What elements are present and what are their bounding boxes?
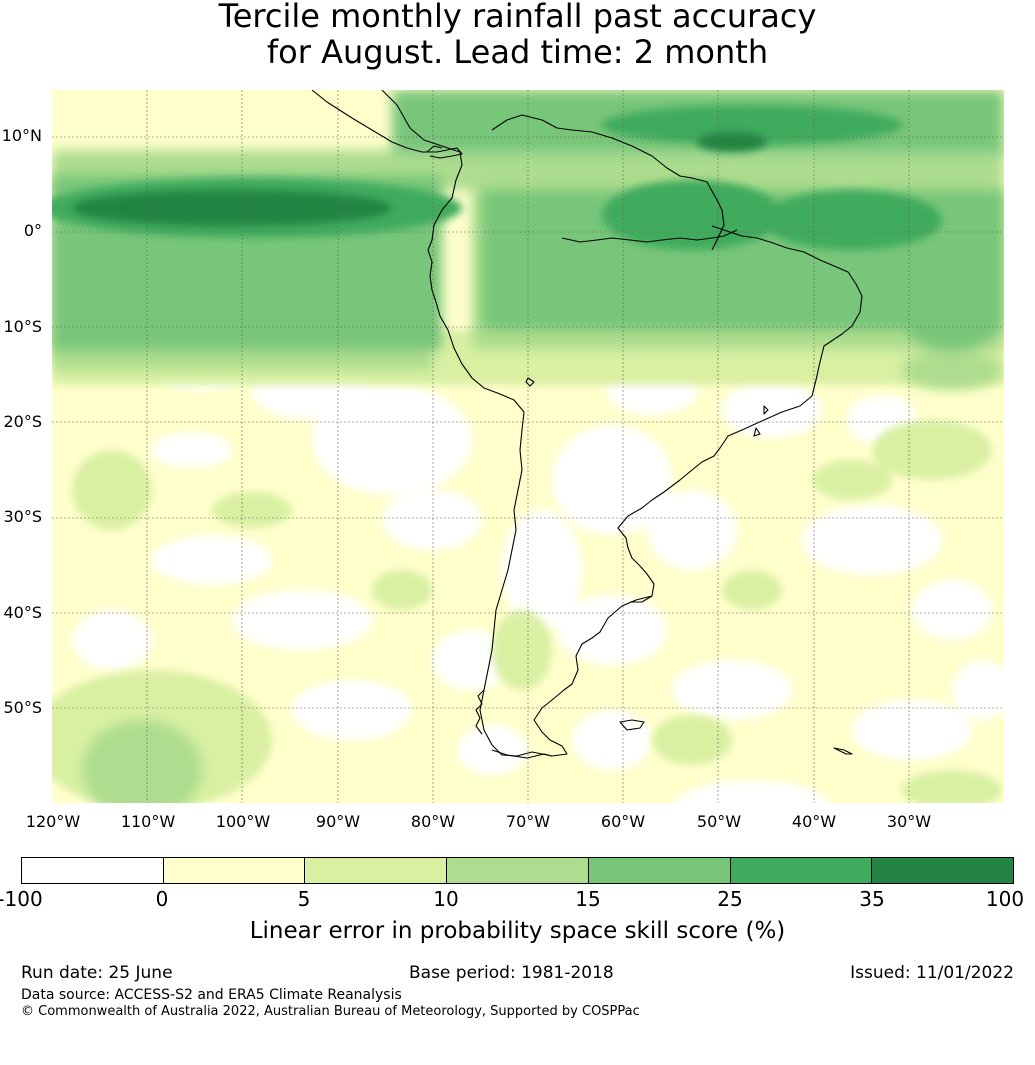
run-date: Run date: 25 June (21, 963, 173, 983)
lat-label-0: 0° (23, 221, 42, 240)
colorbar-segment-25-35 (730, 858, 873, 883)
colorbar-tick-neg100: -100 (0, 887, 43, 911)
lon-label-120w: 120°W (25, 812, 81, 831)
central-america-coast (311, 90, 463, 159)
lon-label-50w: 50°W (696, 812, 742, 831)
lake-island-1 (763, 405, 769, 415)
tierra-del-fuego (491, 749, 553, 759)
colorbar-segment-15-25 (588, 858, 731, 883)
data-source: Data source: ACCESS-S2 and ERA5 Climate … (21, 987, 402, 1003)
lon-label-80w: 80°W (410, 812, 456, 831)
lat-label-50s: 50°S (3, 698, 42, 717)
caribbean-coast (381, 90, 725, 251)
south-america-coast (427, 151, 863, 757)
lat-label-20s: 20°S (3, 412, 42, 431)
lon-label-60w: 60°W (600, 812, 646, 831)
copyright: © Commonwealth of Australia 2022, Austra… (21, 1004, 640, 1019)
colorbar (21, 857, 1014, 884)
colorbar-segment-35-100 (872, 858, 1014, 883)
colorbar-tick-25: 25 (717, 887, 743, 911)
lat-label-40s: 40°S (3, 603, 42, 622)
colorbar-segment-0-5 (163, 858, 306, 883)
lon-label-70w: 70°W (505, 812, 551, 831)
falkland-islands (619, 719, 645, 731)
coastline (311, 90, 863, 759)
lon-label-30w: 30°W (886, 812, 932, 831)
lon-label-100w: 100°W (215, 812, 271, 831)
chile-fjords (475, 689, 485, 735)
lat-label-30s: 30°S (3, 507, 42, 526)
map-title-line-2: for August. Lead time: 2 month (266, 33, 769, 71)
graticule (52, 90, 1004, 803)
colorbar-segment-10-15 (447, 858, 589, 883)
colorbar-tick-15: 15 (575, 887, 601, 911)
lon-label-110w: 110°W (120, 812, 176, 831)
lon-label-40w: 40°W (791, 812, 837, 831)
map-title-line-1: Tercile monthly rainfall past accuracy (218, 0, 817, 35)
lake-island-2 (753, 427, 761, 437)
colorbar-label: Linear error in probability space skill … (249, 918, 786, 944)
lat-label-10s: 10°S (3, 317, 42, 336)
amazon-river (561, 229, 738, 243)
issued-date: Issued: 11/01/2022 (850, 963, 1014, 983)
colorbar-tick-10: 10 (433, 887, 459, 911)
colorbar-tick-100: 100 (985, 887, 1025, 911)
lat-label-10n: 10°N (1, 126, 42, 145)
lon-label-90w: 90°W (315, 812, 361, 831)
lake-titicaca (525, 377, 535, 387)
colorbar-tick-35: 35 (859, 887, 885, 911)
colorbar-segment-neg100-0 (22, 858, 164, 883)
panama-isthmus-detail (426, 145, 443, 153)
colorbar-tick-5: 5 (297, 887, 311, 911)
skill-score-map (52, 90, 1004, 803)
south-georgia (833, 747, 853, 755)
colorbar-tick-0: 0 (155, 887, 169, 911)
colorbar-segment-5-10 (305, 858, 448, 883)
rio-de-la-plata (630, 595, 653, 603)
base-period: Base period: 1981-2018 (409, 963, 614, 983)
